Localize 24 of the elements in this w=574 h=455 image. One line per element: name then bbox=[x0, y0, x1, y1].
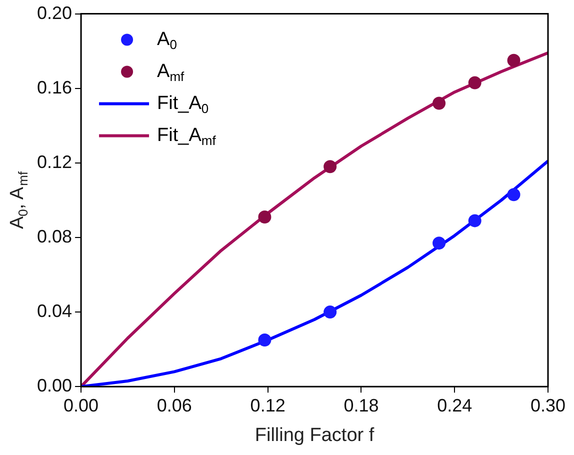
y-tick-label: 0.08 bbox=[36, 226, 72, 246]
point bbox=[507, 54, 520, 67]
point bbox=[432, 236, 446, 250]
point bbox=[432, 96, 446, 110]
x-tick-label: 0.00 bbox=[64, 395, 99, 416]
point bbox=[258, 334, 272, 346]
x-tick-label: 0.24 bbox=[437, 395, 472, 416]
y-tick-label: 0.00 bbox=[36, 376, 72, 396]
x-tick-label: 0.06 bbox=[156, 395, 192, 416]
x-tick-label: 0.12 bbox=[250, 395, 286, 416]
point bbox=[468, 214, 482, 228]
x-tick-label: 0.18 bbox=[344, 395, 379, 416]
point bbox=[324, 160, 337, 174]
point bbox=[324, 306, 337, 319]
y-axis-title: A0, Amf bbox=[7, 171, 30, 229]
point bbox=[258, 210, 272, 224]
y-tick-label: 0.16 bbox=[36, 77, 72, 98]
point bbox=[507, 188, 520, 202]
x-axis-title: Filling Factor f bbox=[254, 424, 375, 446]
y-tick-label: 0.20 bbox=[36, 2, 72, 23]
y-tick-label: 0.04 bbox=[36, 301, 72, 322]
x-tick-label: 0.30 bbox=[530, 395, 566, 416]
point bbox=[468, 76, 482, 90]
y-tick-label: 0.12 bbox=[36, 152, 72, 172]
